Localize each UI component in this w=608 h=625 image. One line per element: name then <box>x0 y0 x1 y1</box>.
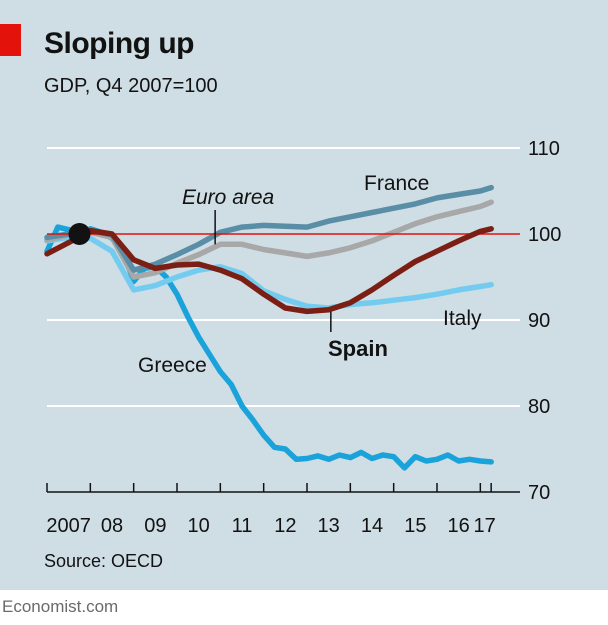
base-period-marker <box>68 223 91 245</box>
label-france: France <box>364 172 429 195</box>
series-line-france <box>44 184 494 273</box>
x-tick-label-10: 10 <box>188 515 210 537</box>
chart-subtitle: GDP, Q4 2007=100 <box>44 75 218 97</box>
x-tick-label-09: 09 <box>144 515 166 537</box>
y-tick-label-90: 90 <box>528 310 550 332</box>
label-spain: Spain <box>328 336 388 361</box>
series-line-italy <box>44 234 494 311</box>
x-tick-label-08: 08 <box>101 515 123 537</box>
x-tick-label-12: 12 <box>274 515 296 537</box>
label-euro-area: Euro area <box>182 186 274 209</box>
series-line-spain <box>44 226 494 315</box>
x-tick-label-11: 11 <box>232 515 253 537</box>
y-tick-label-100: 100 <box>528 224 561 246</box>
x-tick-label-15: 15 <box>404 515 426 537</box>
x-tick-label-13: 13 <box>318 515 340 537</box>
y-tick-label-80: 80 <box>528 396 550 418</box>
series-line-greece <box>44 224 494 471</box>
brand-footer: Economist.com <box>2 597 119 616</box>
x-tick-label-14: 14 <box>361 515 383 537</box>
source-note: Source: OECD <box>44 551 164 571</box>
x-tick-label-17: 17 <box>474 515 496 537</box>
chart-title: Sloping up <box>44 27 194 60</box>
label-greece: Greece <box>138 354 207 377</box>
brand-red-tag <box>0 24 21 56</box>
y-tick-label-110: 110 <box>528 138 560 160</box>
x-tick-label-2007: 2007 <box>46 515 91 537</box>
y-tick-label-70: 70 <box>528 482 550 504</box>
line-chart: 70 80 90 100 110 2007 08 09 10 11 12 13 14 15 16 17 Fran… <box>44 138 561 537</box>
x-tick-label-16: 16 <box>448 515 470 537</box>
label-italy: Italy <box>443 307 482 330</box>
